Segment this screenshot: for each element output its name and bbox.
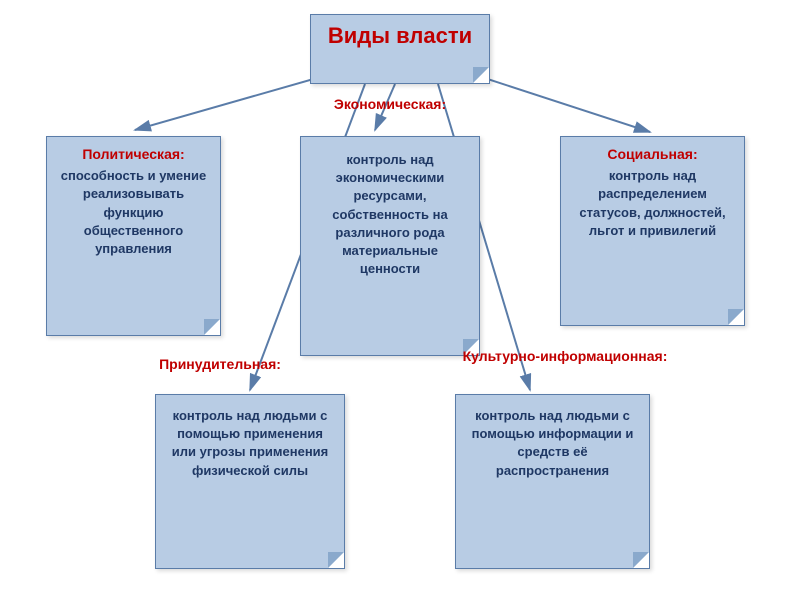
political-box: Политическая: способность и умение реали…: [46, 136, 221, 336]
social-desc: контроль над распределением статусов, до…: [571, 167, 734, 240]
coercive-desc: контроль над людьми с помощью применения…: [166, 407, 334, 480]
root-title: Виды власти: [321, 23, 479, 49]
coercive-label: Принудительная:: [120, 356, 320, 372]
cultural-box: контроль над людьми с помощью информации…: [455, 394, 650, 569]
social-box: Социальная: контроль над распределением …: [560, 136, 745, 326]
economic-label: Экономическая:: [300, 96, 480, 112]
economic-box: контроль над экономическими ресурсами, с…: [300, 136, 480, 356]
coercive-box: контроль над людьми с помощью применения…: [155, 394, 345, 569]
political-label: Политическая:: [57, 145, 210, 163]
cultural-desc: контроль над людьми с помощью информации…: [466, 407, 639, 480]
social-label: Социальная:: [571, 145, 734, 163]
cultural-label: Культурно-информационная:: [455, 348, 675, 364]
root-box: Виды власти: [310, 14, 490, 84]
political-desc: способность и умение реализовывать функц…: [57, 167, 210, 258]
economic-desc: контроль над экономическими ресурсами, с…: [311, 151, 469, 278]
